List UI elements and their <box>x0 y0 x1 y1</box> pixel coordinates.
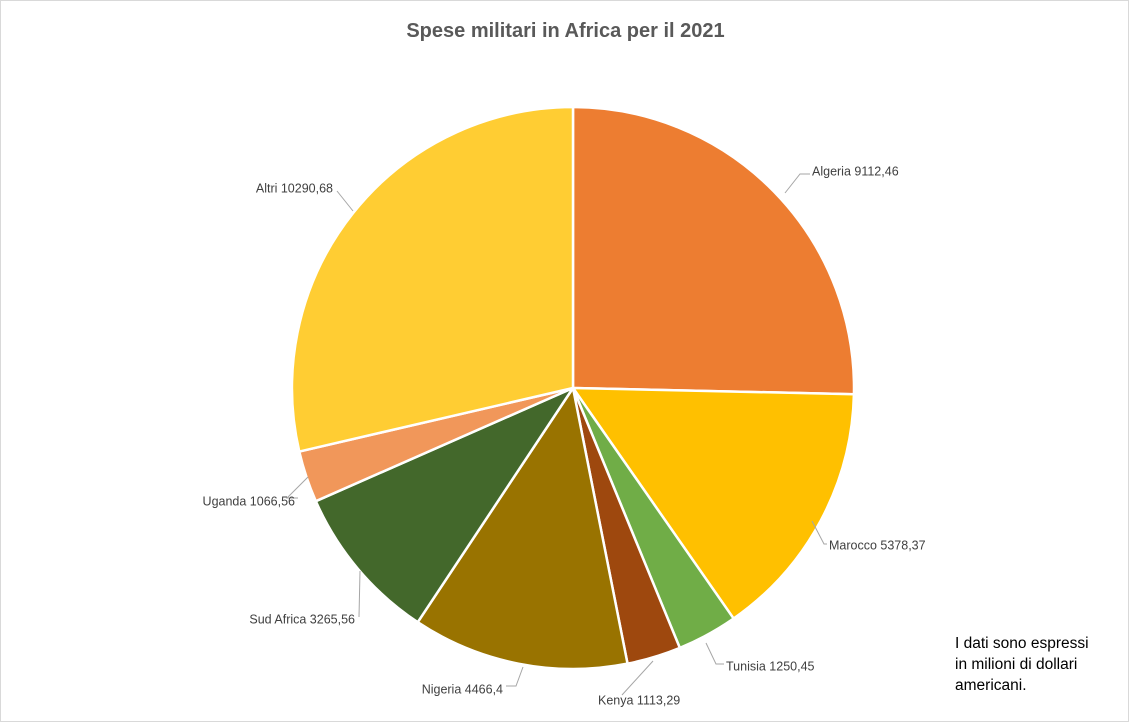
data-label-altri: Altri 10290,68 <box>256 181 333 195</box>
units-note-line-3: americani. <box>955 677 1027 694</box>
data-label-sud-africa: Sud Africa 3265,56 <box>249 612 355 626</box>
pie-slice-sud-africa <box>314 386 575 624</box>
units-note-line-1: I dati sono espressi <box>955 635 1089 652</box>
leader-line-nigeria <box>506 666 524 687</box>
data-label-kenya: Kenya 1113,29 <box>598 693 680 707</box>
pie-slice-marocco <box>571 386 856 620</box>
pie-slice-algeria <box>571 105 856 396</box>
leader-line-tunisia <box>705 642 724 665</box>
units-note: I dati sono espressi in milioni di dolla… <box>955 633 1125 696</box>
pie-slice-altri <box>290 105 575 453</box>
leader-line-sud-africa <box>358 570 361 618</box>
leader-line-algeria <box>784 173 810 194</box>
data-label-algeria: Algeria 9112,46 <box>812 164 899 178</box>
units-note-line-2: in milioni di dollari <box>955 656 1078 673</box>
leader-line-marocco <box>811 520 827 545</box>
chart-title: Spese militari in Africa per il 2021 <box>406 20 725 42</box>
data-label-tunisia: Tunisia 1250,45 <box>726 659 815 673</box>
pie-slice-nigeria <box>416 386 629 671</box>
data-label-marocco: Marocco 5378,37 <box>829 538 926 552</box>
leader-line-uganda <box>285 476 309 499</box>
leader-line-altri <box>336 190 354 212</box>
data-label-nigeria: Nigeria 4466,4 <box>422 682 503 696</box>
leader-line-kenya <box>621 660 654 696</box>
data-label-uganda: Uganda 1066,56 <box>203 494 295 508</box>
